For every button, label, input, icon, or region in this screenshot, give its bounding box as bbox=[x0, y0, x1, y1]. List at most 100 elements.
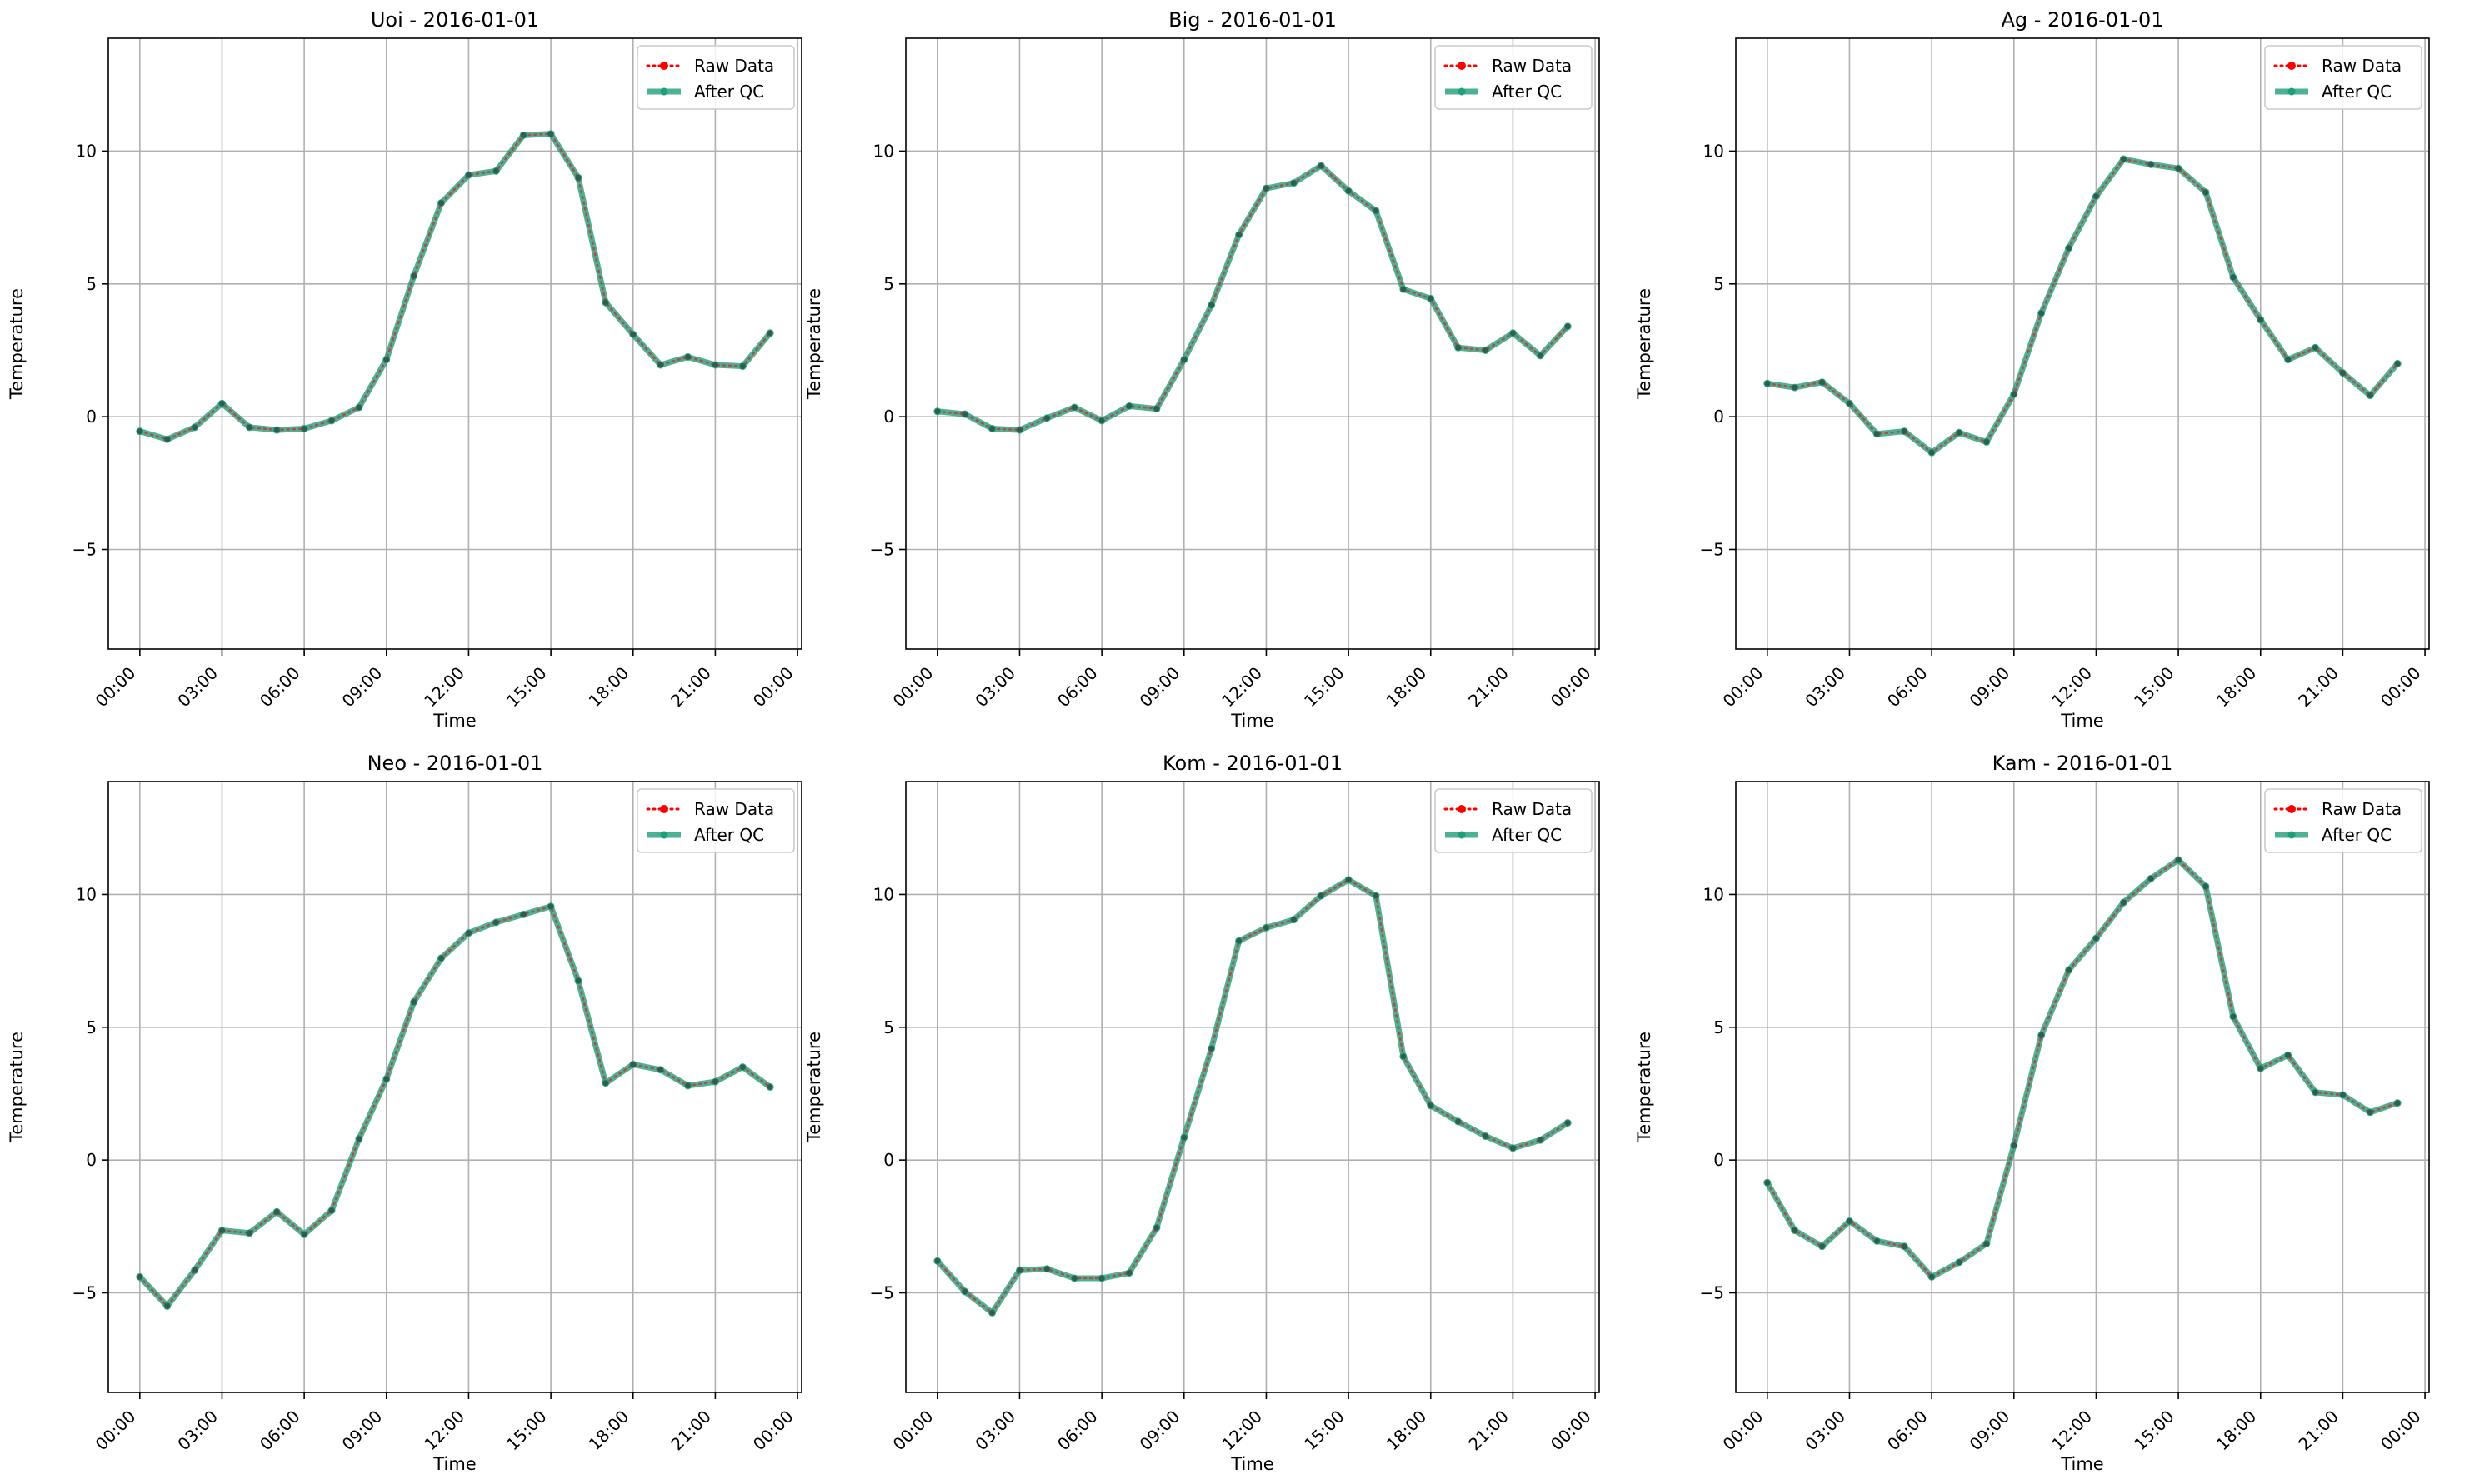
data-point-raw-data bbox=[630, 331, 637, 337]
x-tick-label: 18:00 bbox=[1382, 663, 1431, 712]
legend-marker-raw-data bbox=[660, 805, 668, 813]
data-point-raw-data bbox=[2120, 156, 2127, 162]
data-point-raw-data bbox=[219, 400, 225, 407]
legend-marker-raw-data bbox=[1458, 62, 1466, 70]
data-point-raw-data bbox=[1983, 1241, 1990, 1247]
x-tick-label: 21:00 bbox=[1464, 1407, 1512, 1455]
y-tick-label: 10 bbox=[873, 884, 894, 904]
data-point-raw-data bbox=[492, 167, 499, 174]
y-tick-label: 5 bbox=[86, 274, 97, 294]
x-tick-label: 00:00 bbox=[1719, 663, 1768, 712]
data-point-raw-data bbox=[2066, 245, 2072, 252]
data-point-raw-data bbox=[1847, 1218, 1852, 1224]
x-tick-label: 21:00 bbox=[667, 663, 715, 712]
data-point-raw-data bbox=[466, 930, 472, 937]
data-point-raw-data bbox=[301, 426, 308, 432]
data-point-raw-data bbox=[246, 1230, 252, 1237]
data-point-raw-data bbox=[520, 132, 527, 138]
data-point-raw-data bbox=[1236, 232, 1242, 238]
data-point-raw-data bbox=[1428, 295, 1434, 302]
x-tick-label: 06:00 bbox=[1883, 1407, 1932, 1455]
data-point-raw-data bbox=[1098, 417, 1105, 424]
data-point-raw-data bbox=[1956, 429, 1962, 436]
x-tick-label: 15:00 bbox=[2130, 663, 2178, 712]
data-point-raw-data bbox=[1153, 406, 1160, 412]
data-point-raw-data bbox=[1455, 1118, 1462, 1125]
data-point-raw-data bbox=[1400, 286, 1407, 292]
data-point-raw-data bbox=[2148, 161, 2154, 167]
x-tick-label: 15:00 bbox=[2130, 1407, 2178, 1455]
data-point-raw-data bbox=[1126, 1270, 1132, 1276]
legend-marker-after-qc bbox=[1458, 87, 1466, 96]
data-point-raw-data bbox=[2394, 361, 2401, 367]
data-point-raw-data bbox=[1819, 379, 1825, 386]
data-point-raw-data bbox=[1208, 1045, 1215, 1052]
data-point-raw-data bbox=[1819, 1243, 1825, 1250]
x-tick-label: 18:00 bbox=[585, 663, 633, 712]
y-tick-label: 10 bbox=[1703, 141, 1724, 161]
data-point-raw-data bbox=[1071, 404, 1078, 411]
x-tick-label: 21:00 bbox=[1464, 663, 1512, 712]
data-point-raw-data bbox=[411, 999, 418, 1005]
data-point-raw-data bbox=[1928, 449, 1935, 456]
y-tick-label: 0 bbox=[883, 1150, 894, 1170]
x-tick-label: 06:00 bbox=[1053, 1407, 1102, 1455]
x-tick-label: 03:00 bbox=[173, 663, 222, 712]
x-tick-label: 15:00 bbox=[1300, 1407, 1348, 1455]
legend-label-after-qc: After QC bbox=[1492, 825, 1562, 845]
y-tick-label: 10 bbox=[1703, 884, 1724, 904]
data-point-raw-data bbox=[1400, 1053, 1407, 1060]
chart-title: Ag - 2016-01-01 bbox=[2001, 8, 2163, 32]
x-tick-label: 00:00 bbox=[1719, 1407, 1768, 1455]
data-point-raw-data bbox=[2258, 317, 2264, 323]
legend-item-raw-data: Raw Data bbox=[646, 56, 774, 76]
y-axis: −5 0 5 10 bbox=[72, 884, 108, 1302]
data-point-raw-data bbox=[1318, 892, 1324, 899]
data-point-raw-data bbox=[1290, 180, 1297, 187]
data-point-raw-data bbox=[2367, 392, 2373, 399]
y-tick-label: 10 bbox=[76, 884, 97, 904]
legend-label-after-qc: After QC bbox=[694, 825, 764, 845]
data-point-raw-data bbox=[1181, 357, 1188, 363]
data-point-raw-data bbox=[962, 1288, 968, 1295]
x-axis-label: Time bbox=[1230, 711, 1273, 731]
x-tick-label: 12:00 bbox=[1218, 1407, 1266, 1455]
data-point-raw-data bbox=[2175, 857, 2182, 863]
legend: Raw Data After QC bbox=[637, 45, 795, 110]
x-axis-label: Time bbox=[2060, 1454, 2103, 1474]
data-point-raw-data bbox=[1071, 1275, 1078, 1282]
data-point-raw-data bbox=[2120, 899, 2127, 906]
data-point-raw-data bbox=[739, 363, 746, 369]
x-tick-label: 00:00 bbox=[1547, 1407, 1595, 1455]
x-tick-label: 03:00 bbox=[971, 1407, 1019, 1455]
x-tick-label: 12:00 bbox=[420, 663, 468, 712]
y-axis-label: Temperature bbox=[1634, 1032, 1654, 1143]
data-point-raw-data bbox=[2202, 883, 2209, 890]
x-tick-label: 00:00 bbox=[92, 663, 140, 712]
data-point-raw-data bbox=[575, 977, 582, 984]
x-tick-label: 21:00 bbox=[2294, 663, 2342, 712]
x-tick-label: 00:00 bbox=[92, 1407, 140, 1455]
x-tick-label: 18:00 bbox=[1382, 1407, 1431, 1455]
data-point-raw-data bbox=[2340, 1092, 2346, 1098]
y-axis: −5 0 5 10 bbox=[870, 884, 906, 1302]
x-axis: 00:00 03:00 06:00 09:00 12:00 15:00 18:00 21:00… bbox=[1719, 1392, 2426, 1455]
x-tick-label: 21:00 bbox=[2294, 1407, 2342, 1455]
series-raw-data bbox=[934, 877, 1571, 1316]
data-point-raw-data bbox=[658, 1067, 664, 1073]
data-point-raw-data bbox=[962, 411, 968, 417]
legend-label-raw-data: Raw Data bbox=[694, 56, 774, 76]
legend-item-after-qc: After QC bbox=[2275, 82, 2392, 102]
data-point-raw-data bbox=[356, 404, 362, 411]
legend-item-after-qc: After QC bbox=[1445, 82, 1562, 102]
x-tick-label: 06:00 bbox=[1883, 663, 1932, 712]
data-point-raw-data bbox=[658, 362, 664, 368]
data-point-raw-data bbox=[192, 1267, 198, 1273]
legend-marker-after-qc bbox=[2288, 87, 2296, 96]
data-point-raw-data bbox=[1564, 1120, 1571, 1126]
legend-marker-after-qc bbox=[660, 831, 668, 839]
x-tick-label: 12:00 bbox=[2048, 663, 2096, 712]
legend-label-after-qc: After QC bbox=[2322, 825, 2392, 845]
legend-label-raw-data: Raw Data bbox=[1492, 799, 1572, 819]
